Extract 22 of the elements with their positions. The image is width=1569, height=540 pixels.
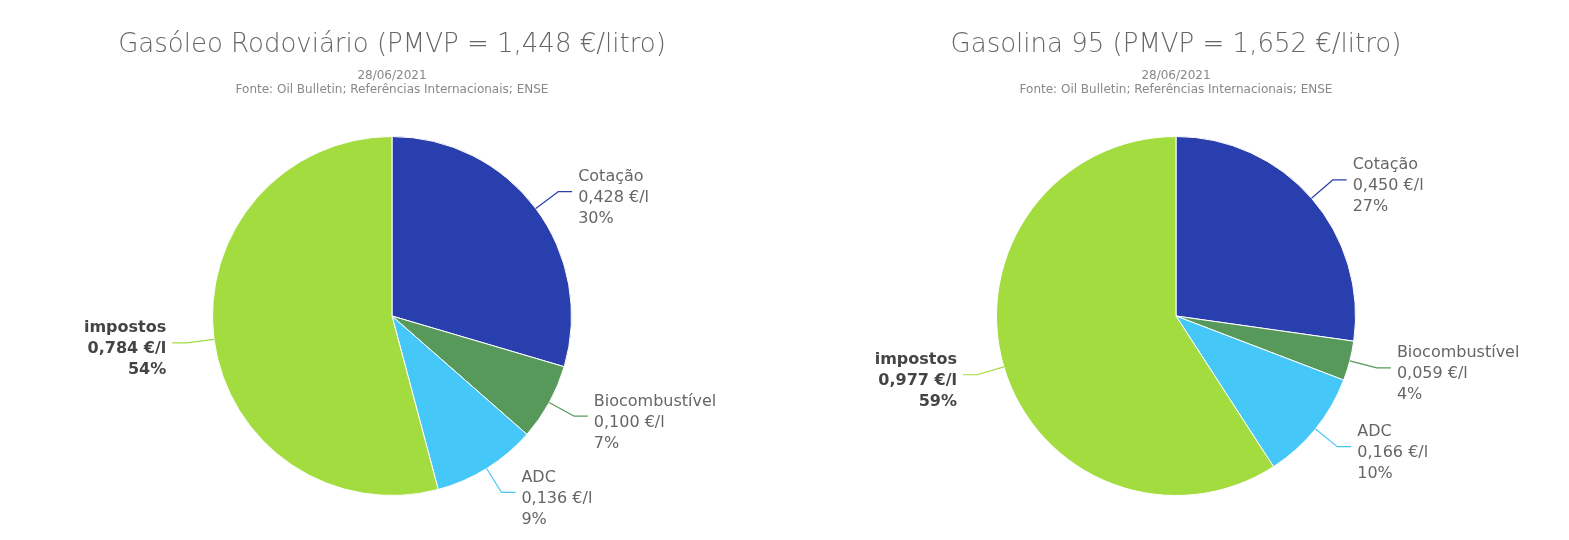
chart-title: Gasóleo Rodoviário (PMVP = 1,448 €/litro): [117, 28, 667, 58]
slice-label: impostos: [83, 317, 167, 337]
slice-label: ADC: [521, 466, 556, 486]
chart-subtitle: 28/06/2021: [356, 68, 428, 82]
slice-label: Biocombustível: [593, 390, 717, 410]
data-label: 0,450 €/l 27%: [1352, 175, 1424, 216]
slice-label: Cotação: [1352, 154, 1419, 174]
chart-title: Gasolina 95 (PMVP = 1,652 €/litro): [949, 28, 1403, 58]
chart-subtitle: 28/06/2021: [1140, 68, 1212, 82]
data-label: 0,428 €/l 30%: [578, 187, 650, 228]
data-label: 0,059 €/l 4%: [1396, 363, 1468, 404]
slice-label: impostos: [874, 349, 957, 369]
data-label: 0,977 €/l 59%: [878, 370, 957, 411]
source-note: Fonte: Oil Bulletin; Referências Internacionais; ENSE: [1018, 82, 1334, 96]
data-label: 0,100 €/l 7%: [593, 411, 665, 452]
slice-label: Cotação: [578, 166, 644, 186]
data-label: 0,784 €/l 54%: [87, 338, 167, 379]
source-note: Fonte: Oil Bulletin; Referências Internacionais; ENSE: [234, 82, 550, 96]
slice-label: ADC: [1357, 421, 1392, 441]
data-label: 0,136 €/l 9%: [521, 487, 593, 528]
slice-label: Biocombustível: [1396, 342, 1520, 362]
data-label: 0,166 €/l 10%: [1357, 442, 1429, 483]
